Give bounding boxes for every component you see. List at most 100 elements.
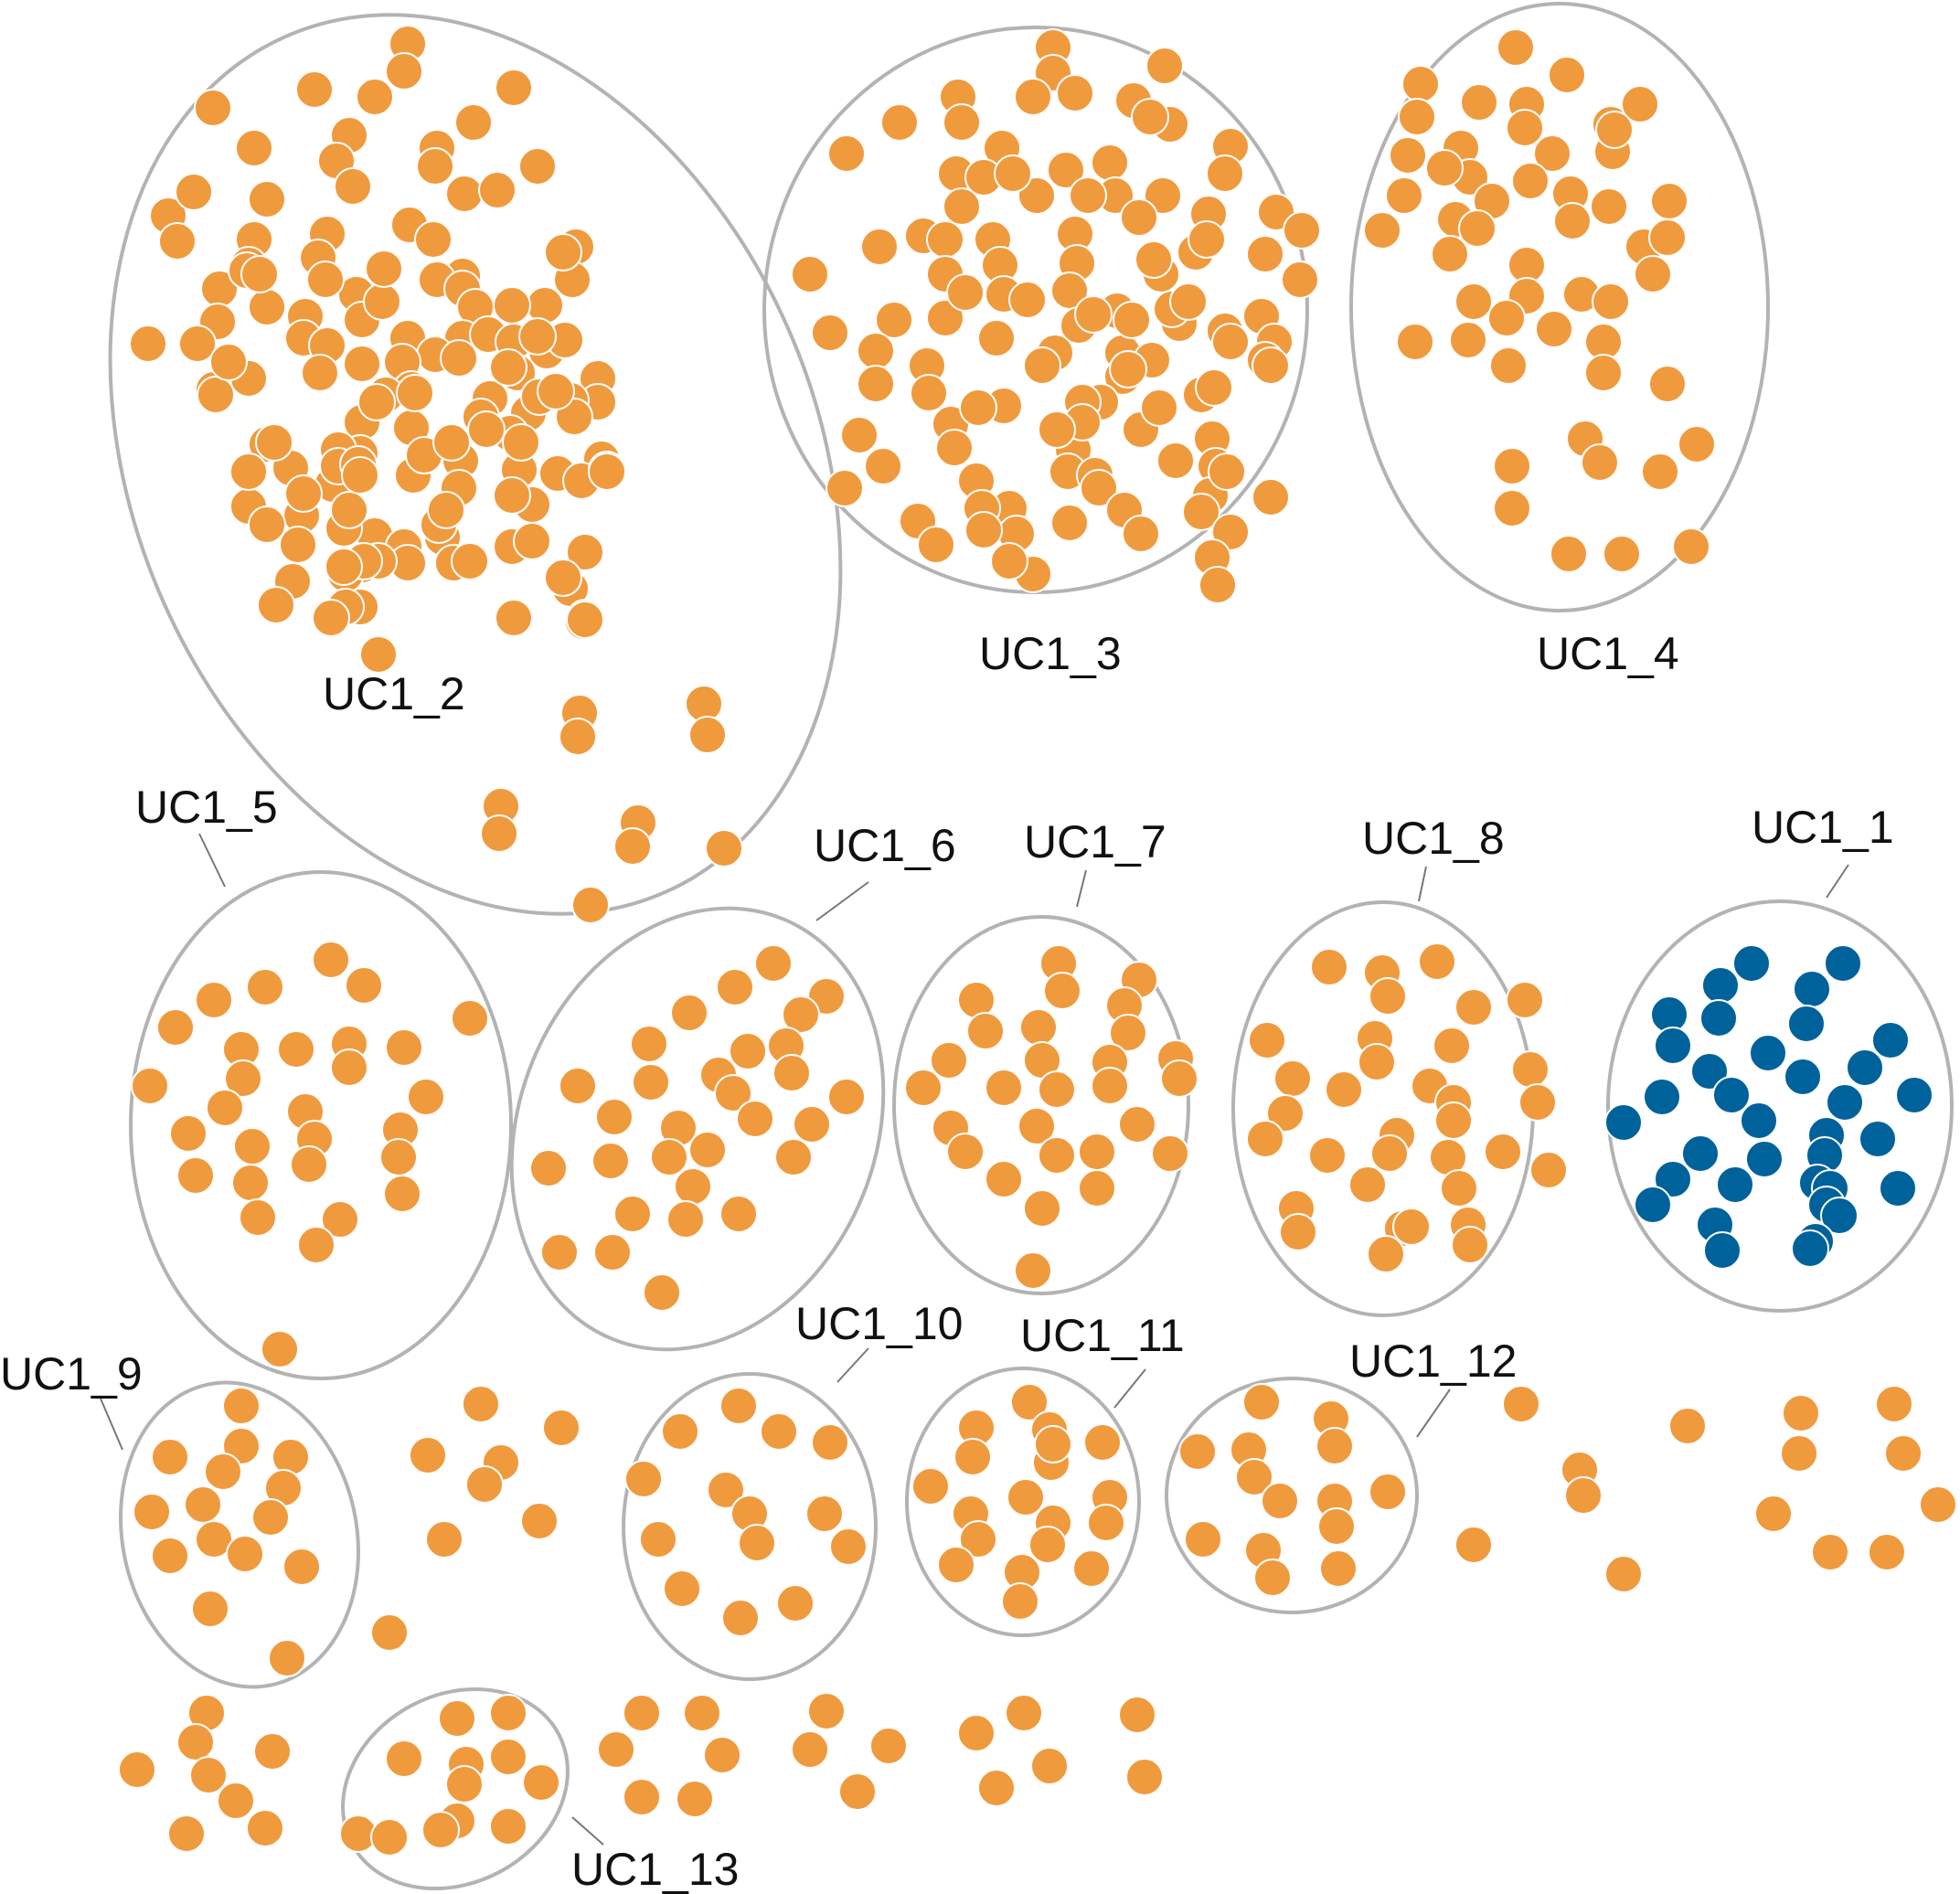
node-free-36 — [869, 1727, 908, 1765]
node-free-16 — [465, 1465, 504, 1504]
label-uc1-4: UC1_4 — [1537, 628, 1679, 679]
label-uc1-1: UC1_1 — [1752, 802, 1894, 853]
node-free-25 — [217, 1782, 255, 1820]
node-free-22 — [253, 1732, 292, 1771]
node-uc1-7-21 — [1038, 1136, 1076, 1175]
node-uc1-4-48 — [1672, 527, 1710, 566]
node-uc1-9-7 — [184, 1485, 222, 1524]
node-uc1-13-0 — [489, 1694, 527, 1732]
node-uc1-4-34 — [1487, 299, 1526, 337]
node-uc1-2-35 — [363, 282, 401, 321]
node-uc1-3-115 — [1140, 388, 1178, 427]
node-uc1-2-52 — [301, 354, 339, 392]
node-uc1-5-11 — [224, 1059, 262, 1098]
node-uc1-2-124 — [279, 526, 317, 564]
node-free-33 — [676, 1780, 714, 1818]
node-uc1-3-96 — [964, 511, 1003, 549]
node-uc1-6-3 — [670, 994, 708, 1032]
node-uc1-2-108 — [357, 383, 396, 421]
node-uc1-1-24 — [1654, 1160, 1692, 1198]
node-uc1-8-10 — [1511, 1050, 1550, 1089]
node-uc1-6-11 — [772, 1054, 811, 1092]
node-uc1-2-110 — [467, 410, 506, 449]
node-uc1-6-10 — [632, 1063, 670, 1101]
node-uc1-9-10 — [151, 1537, 189, 1575]
node-uc1-9-0 — [222, 1387, 261, 1425]
node-uc1-3-99 — [990, 542, 1028, 580]
node-uc1-2-139 — [537, 372, 575, 410]
node-free-19 — [370, 1613, 409, 1652]
node-uc1-3-98 — [917, 526, 955, 564]
node-uc1-2-113 — [257, 586, 295, 624]
node-uc1-1-9 — [1749, 1034, 1787, 1072]
node-uc1-8-5 — [1506, 981, 1544, 1019]
node-uc1-3-28 — [860, 228, 899, 266]
node-uc1-11-18 — [1034, 1425, 1072, 1463]
leader-lines — [100, 833, 1849, 1846]
node-uc1-2-96 — [284, 474, 323, 513]
outline-uc1-4 — [1349, 2, 1770, 612]
node-uc1-3-89 — [1195, 368, 1233, 407]
node-uc1-2-105 — [197, 376, 235, 414]
node-uc1-4-40 — [1678, 425, 1716, 463]
node-uc1-3-39 — [1283, 211, 1321, 250]
node-uc1-8-2 — [1418, 942, 1456, 981]
label-uc1-3: UC1_3 — [979, 628, 1122, 679]
node-uc1-11-12 — [959, 1520, 997, 1559]
node-uc1-1-8 — [1654, 1027, 1692, 1065]
node-free-17 — [520, 1502, 559, 1540]
node-uc1-10-13 — [721, 1599, 760, 1637]
node-uc1-3-29 — [926, 220, 964, 259]
node-uc1-1-5 — [1699, 999, 1738, 1037]
node-uc1-3-114 — [1038, 410, 1076, 449]
node-uc1-8-20 — [1434, 1101, 1473, 1140]
node-uc1-3-57 — [857, 365, 895, 403]
node-free-39 — [1118, 1696, 1156, 1734]
node-uc1-1-16 — [1604, 1103, 1643, 1142]
node-uc1-2-5 — [194, 89, 232, 127]
node-uc1-2-12 — [518, 147, 557, 186]
label-uc1-2: UC1_2 — [323, 668, 465, 719]
node-uc1-8-16 — [1266, 1094, 1305, 1133]
node-uc1-2-129 — [312, 599, 350, 637]
node-uc1-4-39 — [1648, 365, 1687, 403]
node-uc1-4-17 — [1385, 176, 1423, 215]
node-uc1-2-8 — [235, 129, 273, 167]
node-uc1-4-35 — [1535, 310, 1573, 348]
node-uc1-4-6 — [1506, 109, 1544, 147]
label-uc1-10: UC1_10 — [795, 1298, 963, 1349]
node-uc1-8-31 — [1451, 1226, 1489, 1264]
node-uc1-8-29 — [1279, 1213, 1317, 1251]
node-uc1-3-18 — [1017, 176, 1056, 215]
node-uc1-6-0 — [754, 944, 793, 983]
node-uc1-8-14 — [1518, 1083, 1557, 1122]
node-uc1-8-6 — [1248, 1021, 1286, 1059]
node-uc1-1-14 — [1712, 1076, 1751, 1114]
node-uc1-7-12 — [985, 1069, 1023, 1107]
node-uc1-3-6 — [880, 103, 919, 142]
node-uc1-2-141 — [306, 261, 345, 299]
node-uc1-3-87 — [1122, 515, 1160, 553]
node-uc1-9-14 — [268, 1639, 306, 1677]
node-uc1-1-35 — [1791, 1229, 1829, 1268]
node-uc1-8-11 — [1273, 1059, 1312, 1098]
leader-line-uc1-8 — [1418, 866, 1427, 902]
node-uc1-7-5 — [966, 1012, 1005, 1050]
node-uc1-10-4 — [624, 1460, 663, 1498]
node-uc1-4-29 — [1592, 282, 1630, 321]
node-uc1-4-8 — [1621, 85, 1659, 123]
node-uc1-1-13 — [1643, 1078, 1681, 1116]
node-uc1-5-24 — [383, 1175, 421, 1213]
node-uc1-3-104 — [1198, 566, 1237, 604]
node-uc1-3-93 — [864, 447, 902, 485]
node-uc1-2-15 — [445, 175, 484, 213]
label-uc1-11: UC1_11 — [1020, 1310, 1185, 1361]
node-uc1-7-19 — [1118, 1105, 1156, 1144]
leader-line-uc1-1 — [1826, 864, 1849, 899]
node-free-54 — [1754, 1495, 1793, 1533]
node-uc1-4-23 — [1553, 202, 1592, 240]
node-uc1-2-32 — [544, 233, 582, 271]
node-uc1-5-25 — [290, 1145, 328, 1184]
node-uc1-12-13 — [1253, 1559, 1292, 1597]
node-uc1-13-8 — [421, 1811, 460, 1849]
